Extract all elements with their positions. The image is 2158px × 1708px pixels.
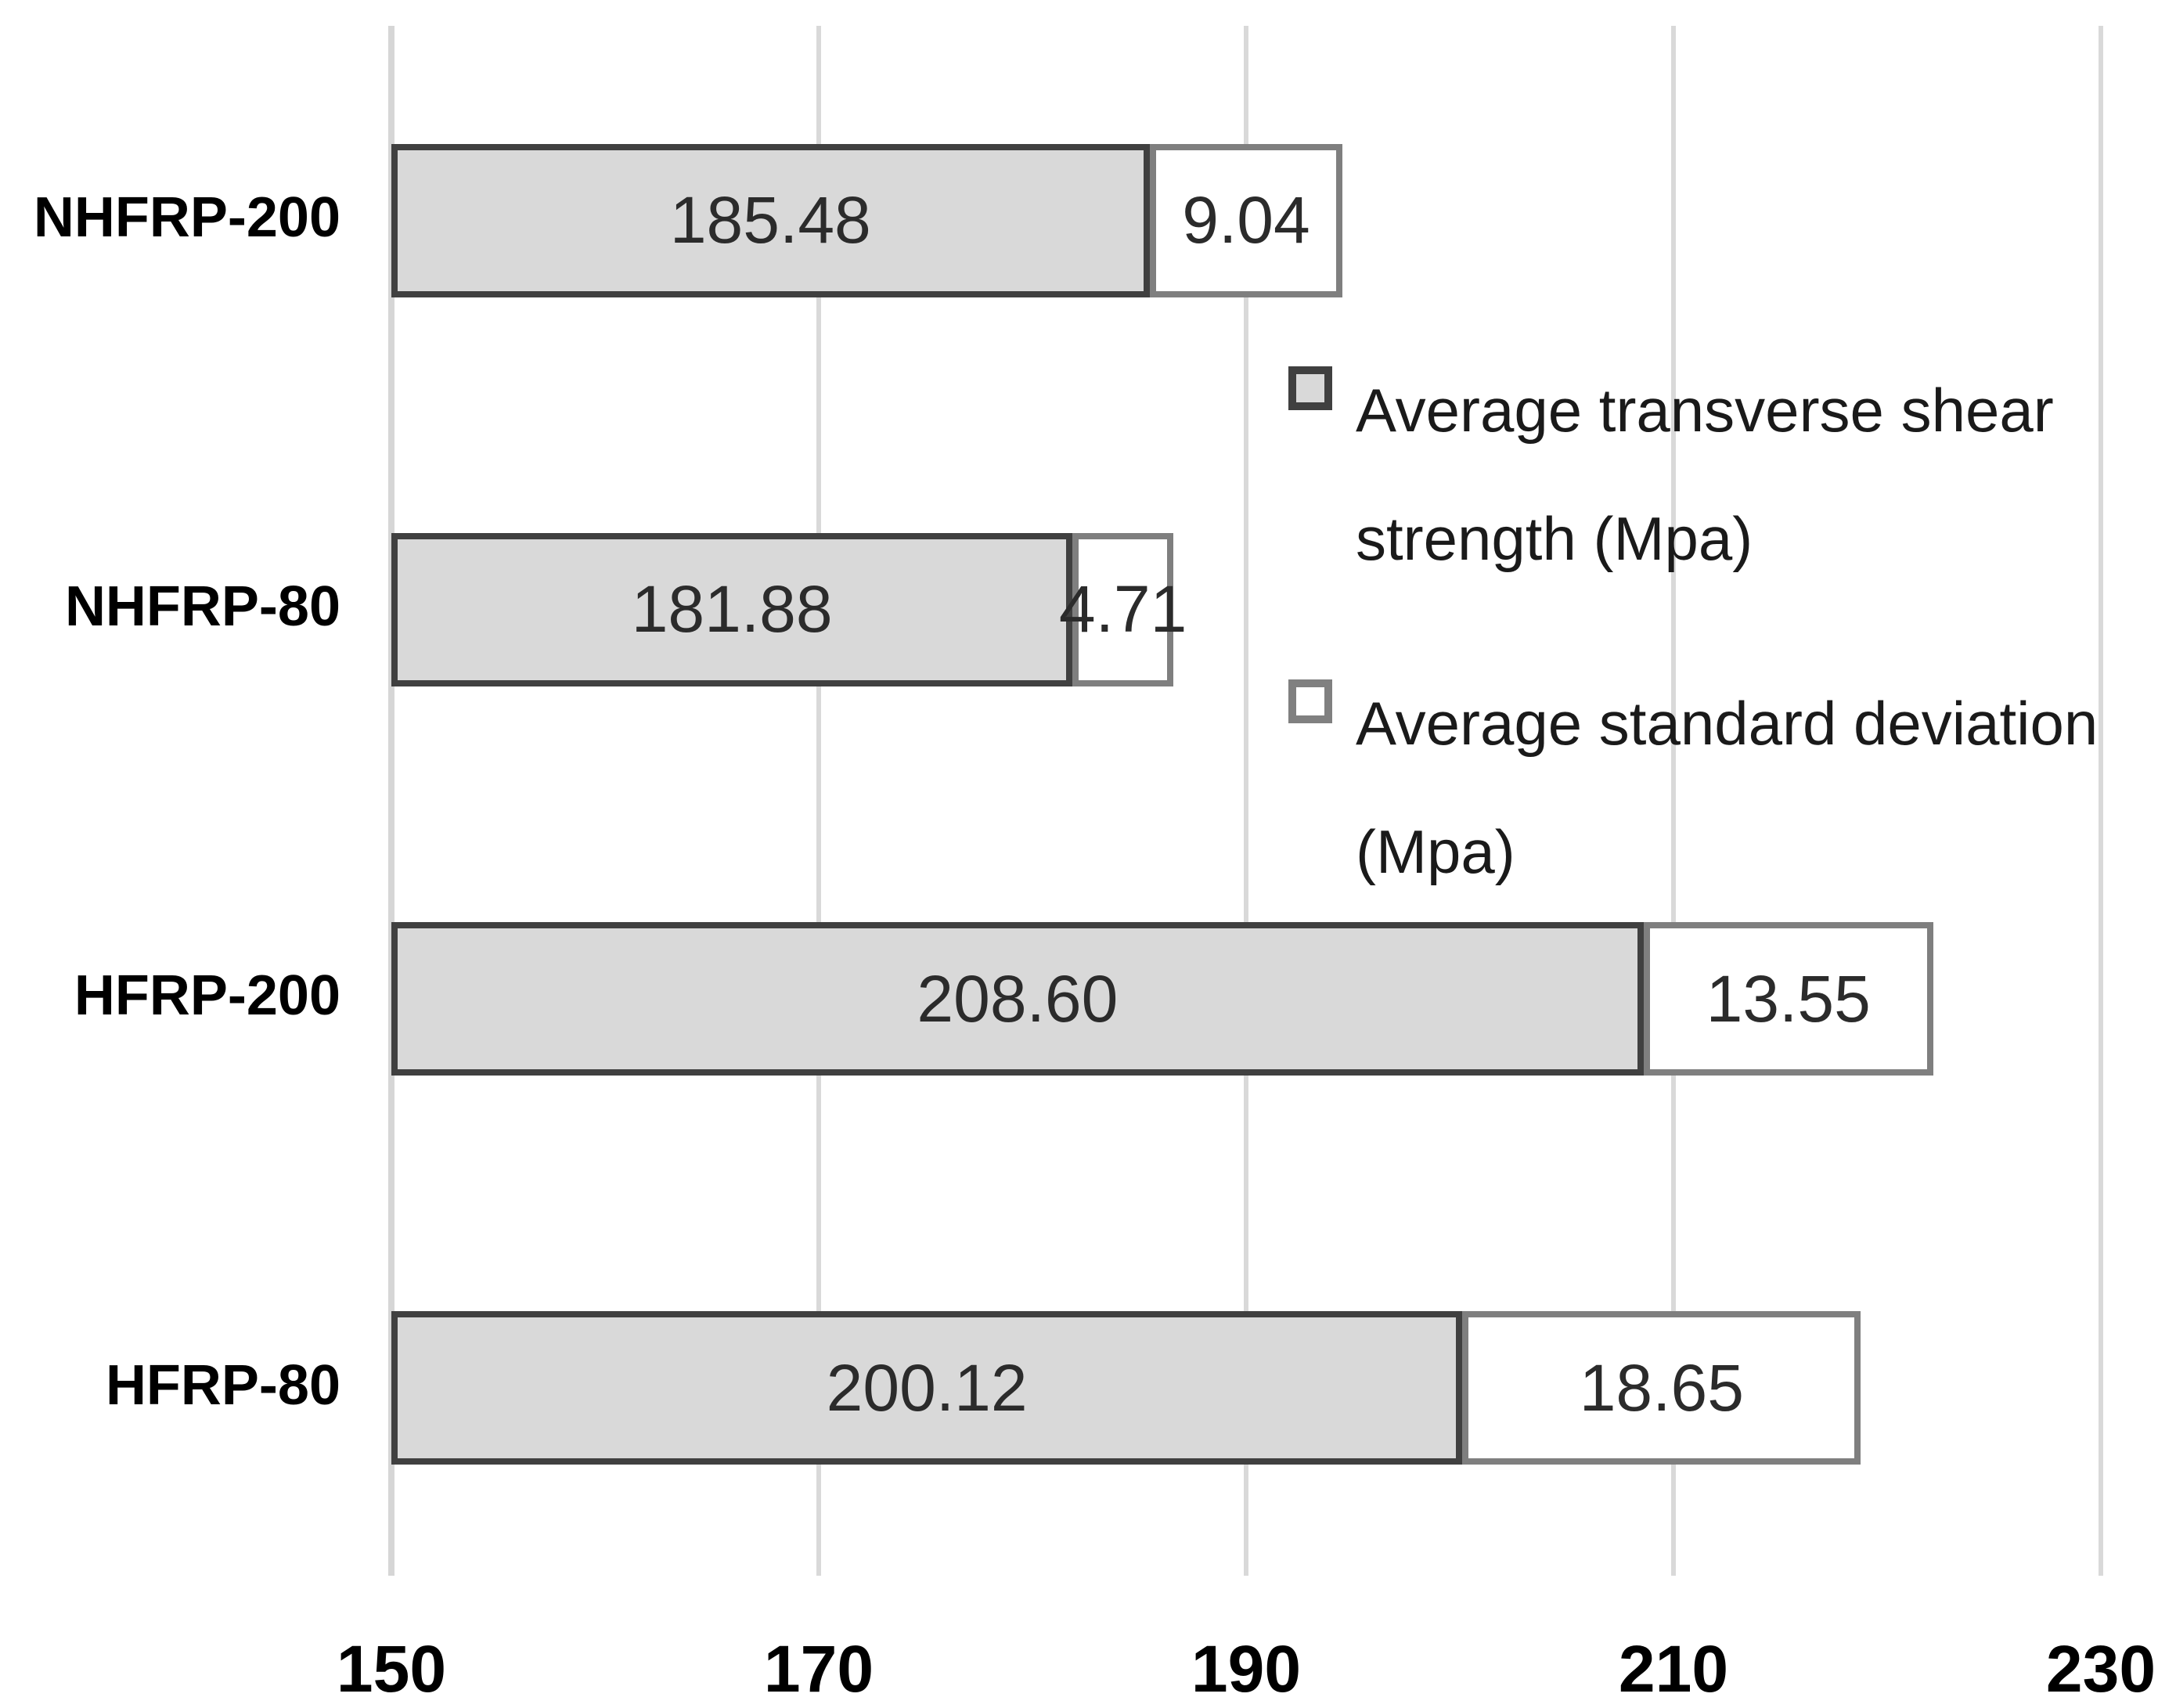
x-tick-210: 210 (1618, 1632, 1729, 1706)
bar-std-dev-NHFRP-200 (1149, 143, 1343, 297)
x-tick-150: 150 (336, 1632, 447, 1706)
gridline-190 (1244, 26, 1248, 1576)
legend-swatch-avg-strength-icon (1288, 366, 1332, 410)
y-axis-line (388, 26, 394, 1576)
bar-std-dev-HFRP-80 (1462, 1311, 1861, 1465)
bar-std-dev-NHFRP-80 (1072, 532, 1173, 686)
legend-swatch-std-dev-icon (1288, 679, 1332, 723)
category-label-HFRP-80: HFRP-80 (105, 1353, 340, 1417)
x-tick-230: 230 (2045, 1632, 2156, 1706)
bar-avg-strength-NHFRP-200 (391, 143, 1150, 297)
category-label-NHFRP-200: NHFRP-200 (33, 186, 340, 249)
legend-label-std-dev: Average standard deviation (Mpa) (1356, 689, 2099, 886)
x-tick-190: 190 (1191, 1632, 1302, 1706)
gridline-170 (816, 26, 821, 1576)
category-label-NHFRP-80: NHFRP-80 (64, 575, 340, 639)
legend-item-std-dev: Average standard deviation (Mpa) (1288, 659, 2158, 916)
legend-item-avg-strength: Average transverse shear strength (Mpa) (1288, 346, 2107, 603)
bar-std-dev-HFRP-200 (1643, 922, 1933, 1076)
x-tick-170: 170 (763, 1632, 874, 1706)
gridline-230 (2099, 26, 2103, 1576)
bar-avg-strength-HFRP-200 (391, 922, 1644, 1076)
bar-avg-strength-HFRP-80 (391, 1311, 1463, 1465)
bar-avg-strength-NHFRP-80 (391, 532, 1073, 686)
gridline-210 (1671, 26, 1676, 1576)
category-label-HFRP-200: HFRP-200 (74, 964, 340, 1028)
legend-label-avg-strength: Average transverse shear strength (Mpa) (1356, 376, 2054, 573)
